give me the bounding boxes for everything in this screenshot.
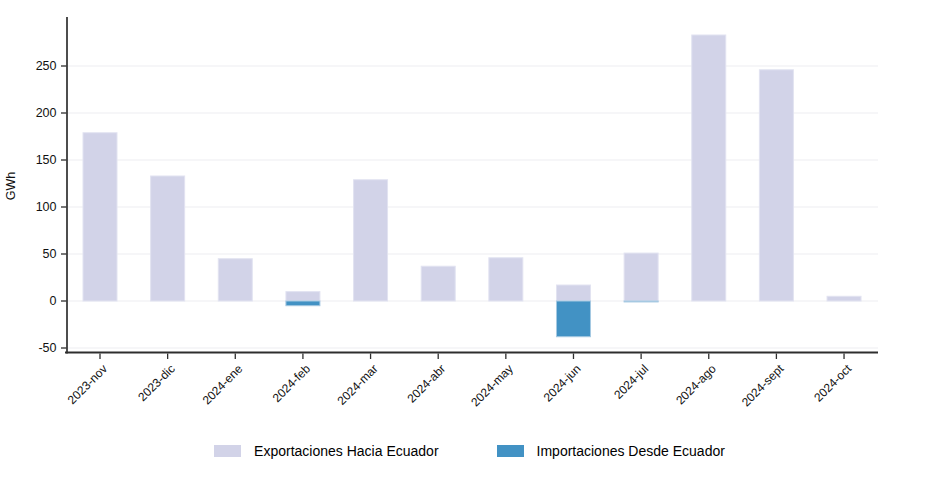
- x-tick-label-2024-sept: 2024-sept: [739, 361, 787, 409]
- x-tick-label-2024-may: 2024-may: [468, 362, 516, 410]
- legend-item-importaciones: Importaciones Desde Ecuador: [497, 444, 725, 458]
- bar-export-2024-jun: [556, 285, 590, 301]
- legend-label-importaciones: Importaciones Desde Ecuador: [537, 444, 725, 458]
- bar-export-2024-ago: [692, 35, 726, 301]
- bar-export-2024-jul: [624, 253, 658, 301]
- x-tick-label-2024-jul: 2024-jul: [611, 362, 651, 402]
- bar-export-2023-dic: [151, 176, 185, 301]
- bar-export-2024-abr: [421, 266, 455, 301]
- bar-export-2024-feb: [286, 292, 320, 301]
- y-tick-label-0: 0: [50, 294, 57, 308]
- x-tick-label-2024-ene: 2024-ene: [200, 361, 246, 407]
- x-tick-label-2024-feb: 2024-feb: [270, 361, 314, 405]
- y-tick-label-100: 100: [36, 200, 57, 214]
- bar-chart: -50 0 50 100 150 200 250 2023-nov 2023-dic 2024-e…: [0, 0, 939, 483]
- legend-item-exportaciones: Exportaciones Hacia Ecuador: [214, 444, 438, 458]
- bar-export-2024-may: [489, 258, 523, 301]
- bar-import-2024-jul: [624, 301, 658, 302]
- y-tick-label--50: -50: [38, 341, 56, 355]
- bar-export-2024-ene: [218, 259, 252, 301]
- bar-chart-canvas: -50 0 50 100 150 200 250 2023-nov 2023-dic 2024-e…: [0, 0, 939, 483]
- bar-import-2024-jun: [556, 301, 590, 337]
- legend-swatch-importaciones: [497, 445, 524, 457]
- bar-export-2024-oct: [827, 296, 861, 301]
- legend-label-exportaciones: Exportaciones Hacia Ecuador: [254, 444, 438, 458]
- bar-export-2024-mar: [354, 180, 388, 301]
- x-tick-label-2023-dic: 2023-dic: [135, 362, 177, 404]
- x-tick-label-2024-mar: 2024-mar: [334, 362, 380, 408]
- bar-export-2024-sept: [759, 70, 793, 301]
- bar-import-2024-feb: [286, 301, 320, 306]
- x-tick-label-2024-jun: 2024-jun: [541, 362, 584, 405]
- bar-export-2023-nov: [83, 133, 117, 301]
- y-tick-label-50: 50: [43, 247, 57, 261]
- y-tick-label-250: 250: [36, 59, 57, 73]
- chart-legend: Exportaciones Hacia Ecuador Importacione…: [0, 444, 939, 458]
- y-tick-label-150: 150: [36, 153, 57, 167]
- y-tick-label-200: 200: [36, 106, 57, 120]
- x-tick-label-2024-oct: 2024-oct: [811, 361, 854, 404]
- x-tick-label-2024-ago: 2024-ago: [673, 361, 719, 407]
- x-tick-label-2024-abr: 2024-abr: [404, 362, 448, 406]
- y-axis-title: GWh: [4, 172, 18, 201]
- legend-swatch-exportaciones: [214, 445, 241, 457]
- x-tick-label-2023-nov: 2023-nov: [65, 362, 110, 407]
